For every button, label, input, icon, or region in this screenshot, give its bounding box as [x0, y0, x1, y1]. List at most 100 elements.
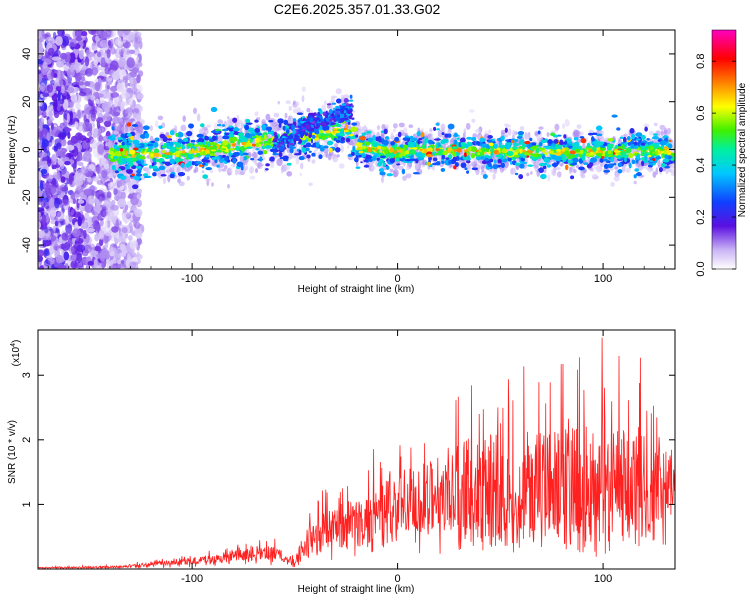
spectrogram-noise-blob: [38, 99, 43, 107]
spectrogram-halo-blob: [178, 181, 185, 187]
spectrogram-noise-blob: [55, 254, 64, 264]
spectrogram-noise-blob: [80, 220, 89, 230]
spectrogram-noise-blob: [117, 30, 124, 37]
spectrogram-halo-blob: [196, 113, 201, 122]
spectrogram-halo-blob: [277, 100, 280, 105]
spectrogram-noise-blob: [74, 30, 84, 38]
spectrogram-noise-blob: [64, 215, 70, 226]
spectrogram-halo-blob: [623, 133, 628, 138]
spectrogram-noise-blob: [51, 56, 60, 61]
spectrogram-noise-blob: [124, 204, 129, 211]
spectrogram-noise-blob: [69, 111, 74, 122]
spectrogram-noise-blob: [136, 113, 141, 122]
spectrogram-noise-blob: [98, 134, 104, 142]
spectrogram-noise-blob: [86, 228, 96, 233]
spectrogram-noise-blob: [109, 251, 116, 257]
spectrogram-noise-blob: [48, 198, 56, 209]
spectrogram-noise-blob: [94, 81, 101, 92]
spectrogram-noise-blob: [53, 243, 60, 251]
spectrogram-halo-blob: [338, 163, 345, 169]
spectrogram-noise-blob: [91, 215, 100, 224]
spectrogram-noise-blob: [38, 44, 44, 55]
spectrogram-halo-blob: [292, 108, 297, 114]
spectrogram-noise-blob: [60, 138, 67, 147]
spectrogram-noise-blob: [98, 196, 103, 203]
spectrogram-noise-blob: [96, 180, 103, 185]
spectrogram-noise-blob: [56, 210, 65, 222]
spectrogram-halo-blob: [269, 118, 274, 127]
spectrogram-noise-blob: [99, 253, 105, 262]
spectrogram-noise-blob: [136, 56, 140, 62]
spectrogram-halo-blob: [228, 167, 233, 175]
spectrogram-halo-blob: [124, 108, 130, 114]
spectrogram-noise-blob: [101, 170, 108, 179]
spectrogram-halo-blob: [157, 115, 164, 121]
spectrogram-halo-blob: [108, 139, 112, 148]
spectrogram-noise-blob: [95, 35, 100, 43]
spectrogram-halo-blob: [593, 166, 597, 170]
spectrogram-halo-blob: [330, 95, 338, 99]
spectrogram-ridge-blob: [126, 122, 132, 127]
spectrogram-noise-blob: [61, 84, 65, 94]
spectrogram-noise-blob: [93, 205, 102, 213]
spectrogram-noise-blob: [116, 82, 124, 93]
spectrogram-noise-blob: [74, 193, 80, 200]
spectrogram-noise-blob: [110, 92, 120, 99]
spectrogram-halo-blob: [286, 171, 293, 177]
spectrogram-noise-blob: [85, 49, 92, 57]
spectrogram-halo-blob: [154, 120, 159, 128]
spectrogram-halo-blob: [276, 158, 283, 167]
spectrogram-ridge-blob: [205, 167, 212, 171]
spectrogram-noise-blob: [88, 94, 92, 100]
spectrogram-halo-blob: [535, 132, 538, 136]
spectrogram-noise-blob: [38, 198, 41, 206]
spectrogram-halo-blob: [255, 168, 258, 174]
spectrogram-noise-blob: [38, 152, 48, 158]
spectrogram-halo-blob: [249, 166, 255, 174]
spectrogram-noise-blob: [117, 259, 122, 265]
spectrogram-noise-blob: [81, 30, 88, 37]
spectrogram-noise-blob: [106, 191, 112, 199]
spectrogram-noise-blob: [59, 52, 68, 60]
spectrogram-noise-blob: [135, 199, 142, 208]
spectrogram-noise-blob: [112, 71, 121, 81]
spectrogram-noise-blob: [64, 127, 72, 132]
spectrogram-halo-blob: [273, 112, 280, 118]
spectrogram-noise-blob: [38, 170, 42, 181]
spectrogram-noise-blob: [96, 51, 102, 58]
spectrogram-ridge-blob: [126, 168, 133, 174]
spectrogram-noise-blob: [85, 68, 93, 77]
spectrogram-noise-blob: [47, 47, 55, 56]
spectrogram-noise-blob: [58, 133, 63, 140]
spectrogram-halo-blob: [340, 145, 344, 153]
spectrogram-noise-blob: [127, 235, 133, 241]
spectrogram-noise-blob: [57, 71, 61, 78]
spectrogram-noise-blob: [83, 244, 92, 254]
spectrogram-noise-blob: [39, 36, 45, 43]
spectrogram-ridge-blob: [378, 168, 384, 173]
spectrogram-ridge-blob: [268, 120, 274, 123]
spectrogram-noise-blob: [106, 92, 111, 101]
spectrogram-halo-blob: [573, 169, 577, 174]
spectrogram-noise-blob: [52, 31, 57, 39]
spectrogram-noise-blob: [110, 46, 116, 55]
spectrogram-noise-blob: [90, 112, 97, 122]
spectrogram-noise-blob: [45, 36, 55, 45]
spectrogram-noise-blob: [83, 229, 87, 239]
spectrogram-ridge-blob: [386, 173, 394, 177]
spectrogram-halo-blob: [492, 173, 496, 180]
spectrogram-noise-blob: [120, 49, 124, 57]
spectrogram-halo-blob: [121, 125, 127, 134]
spectrogram-noise-blob: [100, 218, 104, 227]
spectrogram-noise-blob: [95, 98, 100, 104]
spectrogram-halo-blob: [666, 127, 671, 135]
spectrogram-halo-blob: [116, 125, 123, 132]
spectrogram-noise-blob: [43, 58, 52, 65]
spectrogram-noise-blob: [83, 188, 93, 196]
spectrogram-halo-blob: [285, 100, 292, 105]
spectrogram-halo-blob: [350, 142, 356, 146]
spectrogram-noise-blob: [71, 245, 78, 255]
spectrogram-noise-blob: [41, 214, 47, 226]
